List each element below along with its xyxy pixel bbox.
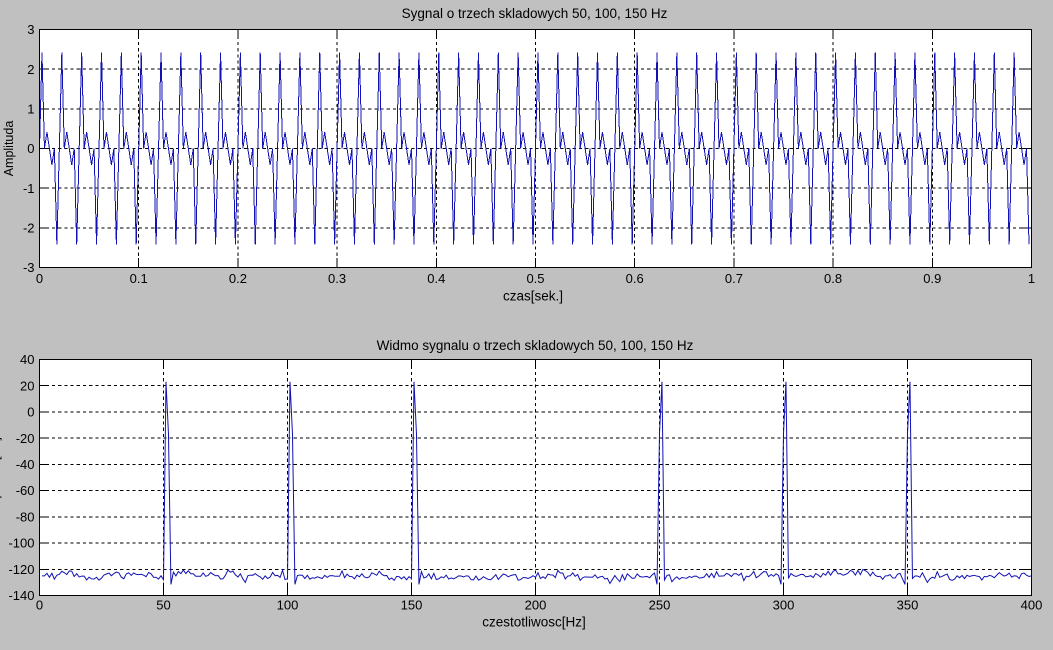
svg-text:150: 150	[401, 597, 423, 612]
svg-text:-80: -80	[16, 509, 35, 524]
svg-text:Widmo sygnalu o trzech skladow: Widmo sygnalu o trzech skladowych 50, 10…	[377, 338, 694, 353]
svg-text:0.2: 0.2	[229, 271, 247, 286]
svg-text:0: 0	[36, 271, 43, 286]
svg-text:0.9: 0.9	[923, 271, 941, 286]
svg-text:2: 2	[27, 62, 34, 77]
svg-text:300: 300	[773, 597, 795, 612]
svg-text:0.1: 0.1	[130, 271, 148, 286]
svg-text:0.4: 0.4	[427, 271, 445, 286]
svg-text:0.7: 0.7	[725, 271, 743, 286]
svg-text:-40: -40	[16, 457, 35, 472]
svg-text:0: 0	[27, 141, 34, 156]
svg-text:1: 1	[1028, 271, 1035, 286]
svg-text:0: 0	[27, 405, 34, 420]
svg-text:50: 50	[156, 597, 170, 612]
svg-text:Amplituda: Amplituda	[2, 121, 16, 177]
svg-text:0.6: 0.6	[626, 271, 644, 286]
svg-text:-3: -3	[23, 260, 35, 275]
svg-text:0.5: 0.5	[526, 271, 544, 286]
svg-text:-20: -20	[16, 431, 35, 446]
svg-text:0.8: 0.8	[824, 271, 842, 286]
svg-text:200: 200	[525, 597, 547, 612]
svg-text:czestotliwosc[Hz]: czestotliwosc[Hz]	[482, 614, 586, 629]
svg-text:Sygnal o trzech skladowych 50,: Sygnal o trzech skladowych 50, 100, 150 …	[402, 6, 668, 21]
svg-text:-1: -1	[23, 181, 35, 196]
svg-text:-140: -140	[8, 588, 34, 603]
svg-text:250: 250	[649, 597, 671, 612]
svg-text:0: 0	[36, 597, 43, 612]
svg-text:-100: -100	[8, 536, 34, 551]
svg-text:0.3: 0.3	[328, 271, 346, 286]
svg-text:3: 3	[27, 22, 34, 37]
svg-text:20: 20	[20, 378, 34, 393]
svg-text:czas[sek.]: czas[sek.]	[503, 288, 563, 303]
svg-text:40: 40	[20, 352, 34, 367]
svg-text:-60: -60	[16, 483, 35, 498]
svg-text:1: 1	[27, 101, 34, 116]
svg-text:Amplituda[dB]: Amplituda[dB]	[0, 437, 2, 518]
svg-text:-2: -2	[23, 220, 35, 235]
svg-text:-120: -120	[8, 562, 34, 577]
svg-text:400: 400	[1021, 597, 1043, 612]
svg-text:100: 100	[277, 597, 299, 612]
svg-text:350: 350	[897, 597, 919, 612]
